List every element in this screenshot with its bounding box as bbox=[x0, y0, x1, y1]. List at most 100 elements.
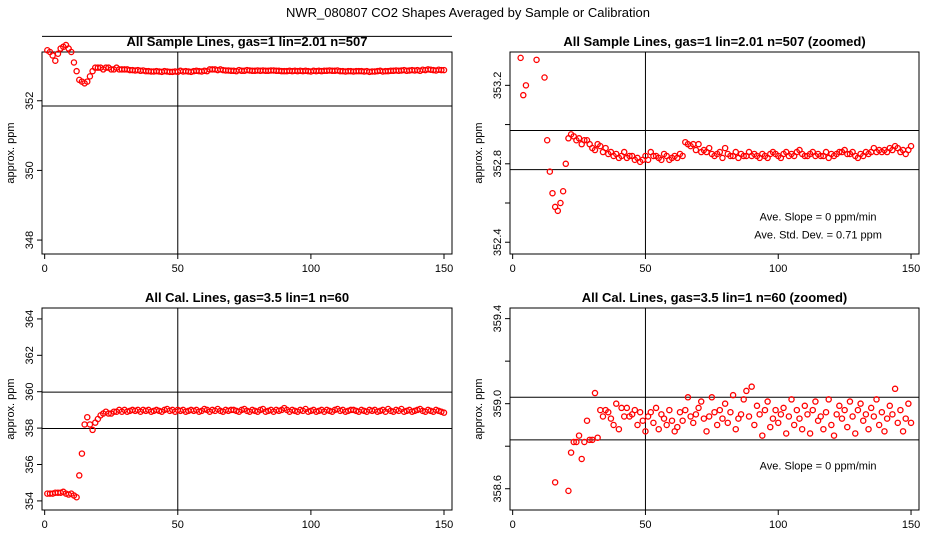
data-point bbox=[796, 415, 803, 422]
data-point bbox=[597, 406, 604, 414]
data-point bbox=[899, 428, 907, 435]
data-point bbox=[764, 398, 771, 405]
data-point bbox=[875, 421, 883, 429]
data-point bbox=[719, 415, 726, 422]
data-point bbox=[711, 408, 718, 416]
data-point bbox=[883, 415, 891, 422]
data-point bbox=[846, 398, 854, 405]
data-point bbox=[780, 404, 787, 412]
chart-annotation: Ave. Slope = 0 ppm/min bbox=[760, 212, 877, 224]
data-point bbox=[836, 148, 843, 156]
data-point bbox=[687, 413, 694, 420]
data-point bbox=[721, 144, 729, 152]
data-point bbox=[713, 421, 721, 429]
data-point bbox=[620, 413, 628, 420]
data-point bbox=[438, 66, 445, 74]
data-point bbox=[543, 137, 551, 144]
data-point bbox=[440, 409, 448, 416]
data-point bbox=[581, 438, 588, 446]
chart-panel-2: All Sample Lines, gas=1 lin=2.01 n=507 (… bbox=[473, 34, 920, 275]
data-point bbox=[602, 144, 609, 152]
data-point bbox=[533, 56, 540, 64]
x-tick-label: 100 bbox=[302, 519, 320, 531]
data-point bbox=[110, 408, 118, 415]
data-point bbox=[769, 415, 777, 422]
data-point bbox=[857, 400, 864, 407]
data-point bbox=[557, 199, 564, 207]
data-point bbox=[828, 421, 835, 429]
data-point bbox=[716, 148, 724, 156]
data-point bbox=[695, 404, 702, 412]
panel-title: All Cal. Lines, gas=3.5 lin=1 n=60 (zoom… bbox=[582, 290, 848, 305]
data-point bbox=[612, 400, 620, 407]
data-point bbox=[756, 411, 763, 418]
y-tick-label: 353.2 bbox=[492, 72, 504, 100]
data-point bbox=[594, 434, 601, 441]
data-point bbox=[862, 411, 870, 418]
data-point bbox=[578, 455, 585, 463]
data-point bbox=[631, 406, 639, 414]
data-point bbox=[73, 494, 80, 501]
panel-title: All Sample Lines, gas=1 lin=2.01 n=507 (… bbox=[563, 34, 865, 49]
data-point bbox=[520, 91, 527, 99]
data-point bbox=[782, 430, 790, 437]
data-point bbox=[844, 423, 851, 431]
data-point bbox=[105, 410, 112, 417]
data-point bbox=[567, 449, 575, 456]
data-point bbox=[541, 74, 548, 81]
data-point bbox=[870, 413, 878, 420]
data-point bbox=[562, 160, 570, 168]
data-point bbox=[822, 408, 830, 416]
data-point bbox=[790, 421, 798, 429]
y-tick-label: 358.6 bbox=[492, 475, 504, 503]
data-point bbox=[732, 148, 739, 156]
data-point bbox=[692, 411, 700, 418]
y-axis-label: approx. ppm bbox=[5, 122, 17, 183]
plot-frame bbox=[509, 307, 920, 511]
y-tick-label: 356 bbox=[24, 455, 36, 473]
x-tick-label: 0 bbox=[510, 519, 516, 531]
x-tick-label: 50 bbox=[172, 519, 184, 531]
data-point bbox=[817, 152, 824, 160]
data-point bbox=[852, 430, 859, 437]
figure-title: NWR_080807 CO2 Shapes Averaged by Sample… bbox=[286, 5, 650, 20]
data-point bbox=[724, 419, 732, 427]
x-tick-label: 0 bbox=[42, 519, 48, 531]
data-point bbox=[703, 428, 710, 435]
data-point bbox=[652, 404, 660, 412]
data-point bbox=[52, 57, 59, 64]
data-point bbox=[740, 396, 747, 403]
data-point bbox=[86, 73, 94, 80]
data-point bbox=[905, 400, 912, 407]
data-point bbox=[727, 152, 734, 160]
x-tick-label: 50 bbox=[639, 519, 651, 531]
data-point bbox=[573, 438, 580, 446]
x-tick-label: 150 bbox=[902, 263, 920, 275]
data-point bbox=[708, 394, 716, 401]
data-point bbox=[650, 419, 657, 427]
chart-panel-1: All Sample Lines, gas=1 lin=2.01 n=507 ap… bbox=[5, 34, 453, 275]
data-point bbox=[897, 406, 904, 414]
data-point bbox=[682, 406, 689, 414]
y-tick-label: 350 bbox=[24, 161, 36, 179]
data-point bbox=[84, 413, 91, 421]
data-point bbox=[655, 425, 662, 433]
data-point bbox=[647, 408, 655, 416]
data-point bbox=[658, 156, 665, 164]
x-tick-label: 50 bbox=[172, 263, 184, 275]
data-point bbox=[440, 66, 448, 74]
data-point bbox=[804, 411, 811, 418]
data-point bbox=[549, 189, 556, 197]
data-point bbox=[838, 415, 846, 422]
data-point bbox=[801, 152, 809, 160]
data-point bbox=[785, 413, 793, 420]
data-point bbox=[575, 135, 583, 142]
data-point bbox=[581, 137, 588, 144]
data-point bbox=[666, 406, 673, 414]
data-point bbox=[610, 421, 617, 429]
data-point bbox=[591, 146, 599, 154]
data-point bbox=[705, 413, 713, 420]
data-point bbox=[889, 411, 896, 418]
